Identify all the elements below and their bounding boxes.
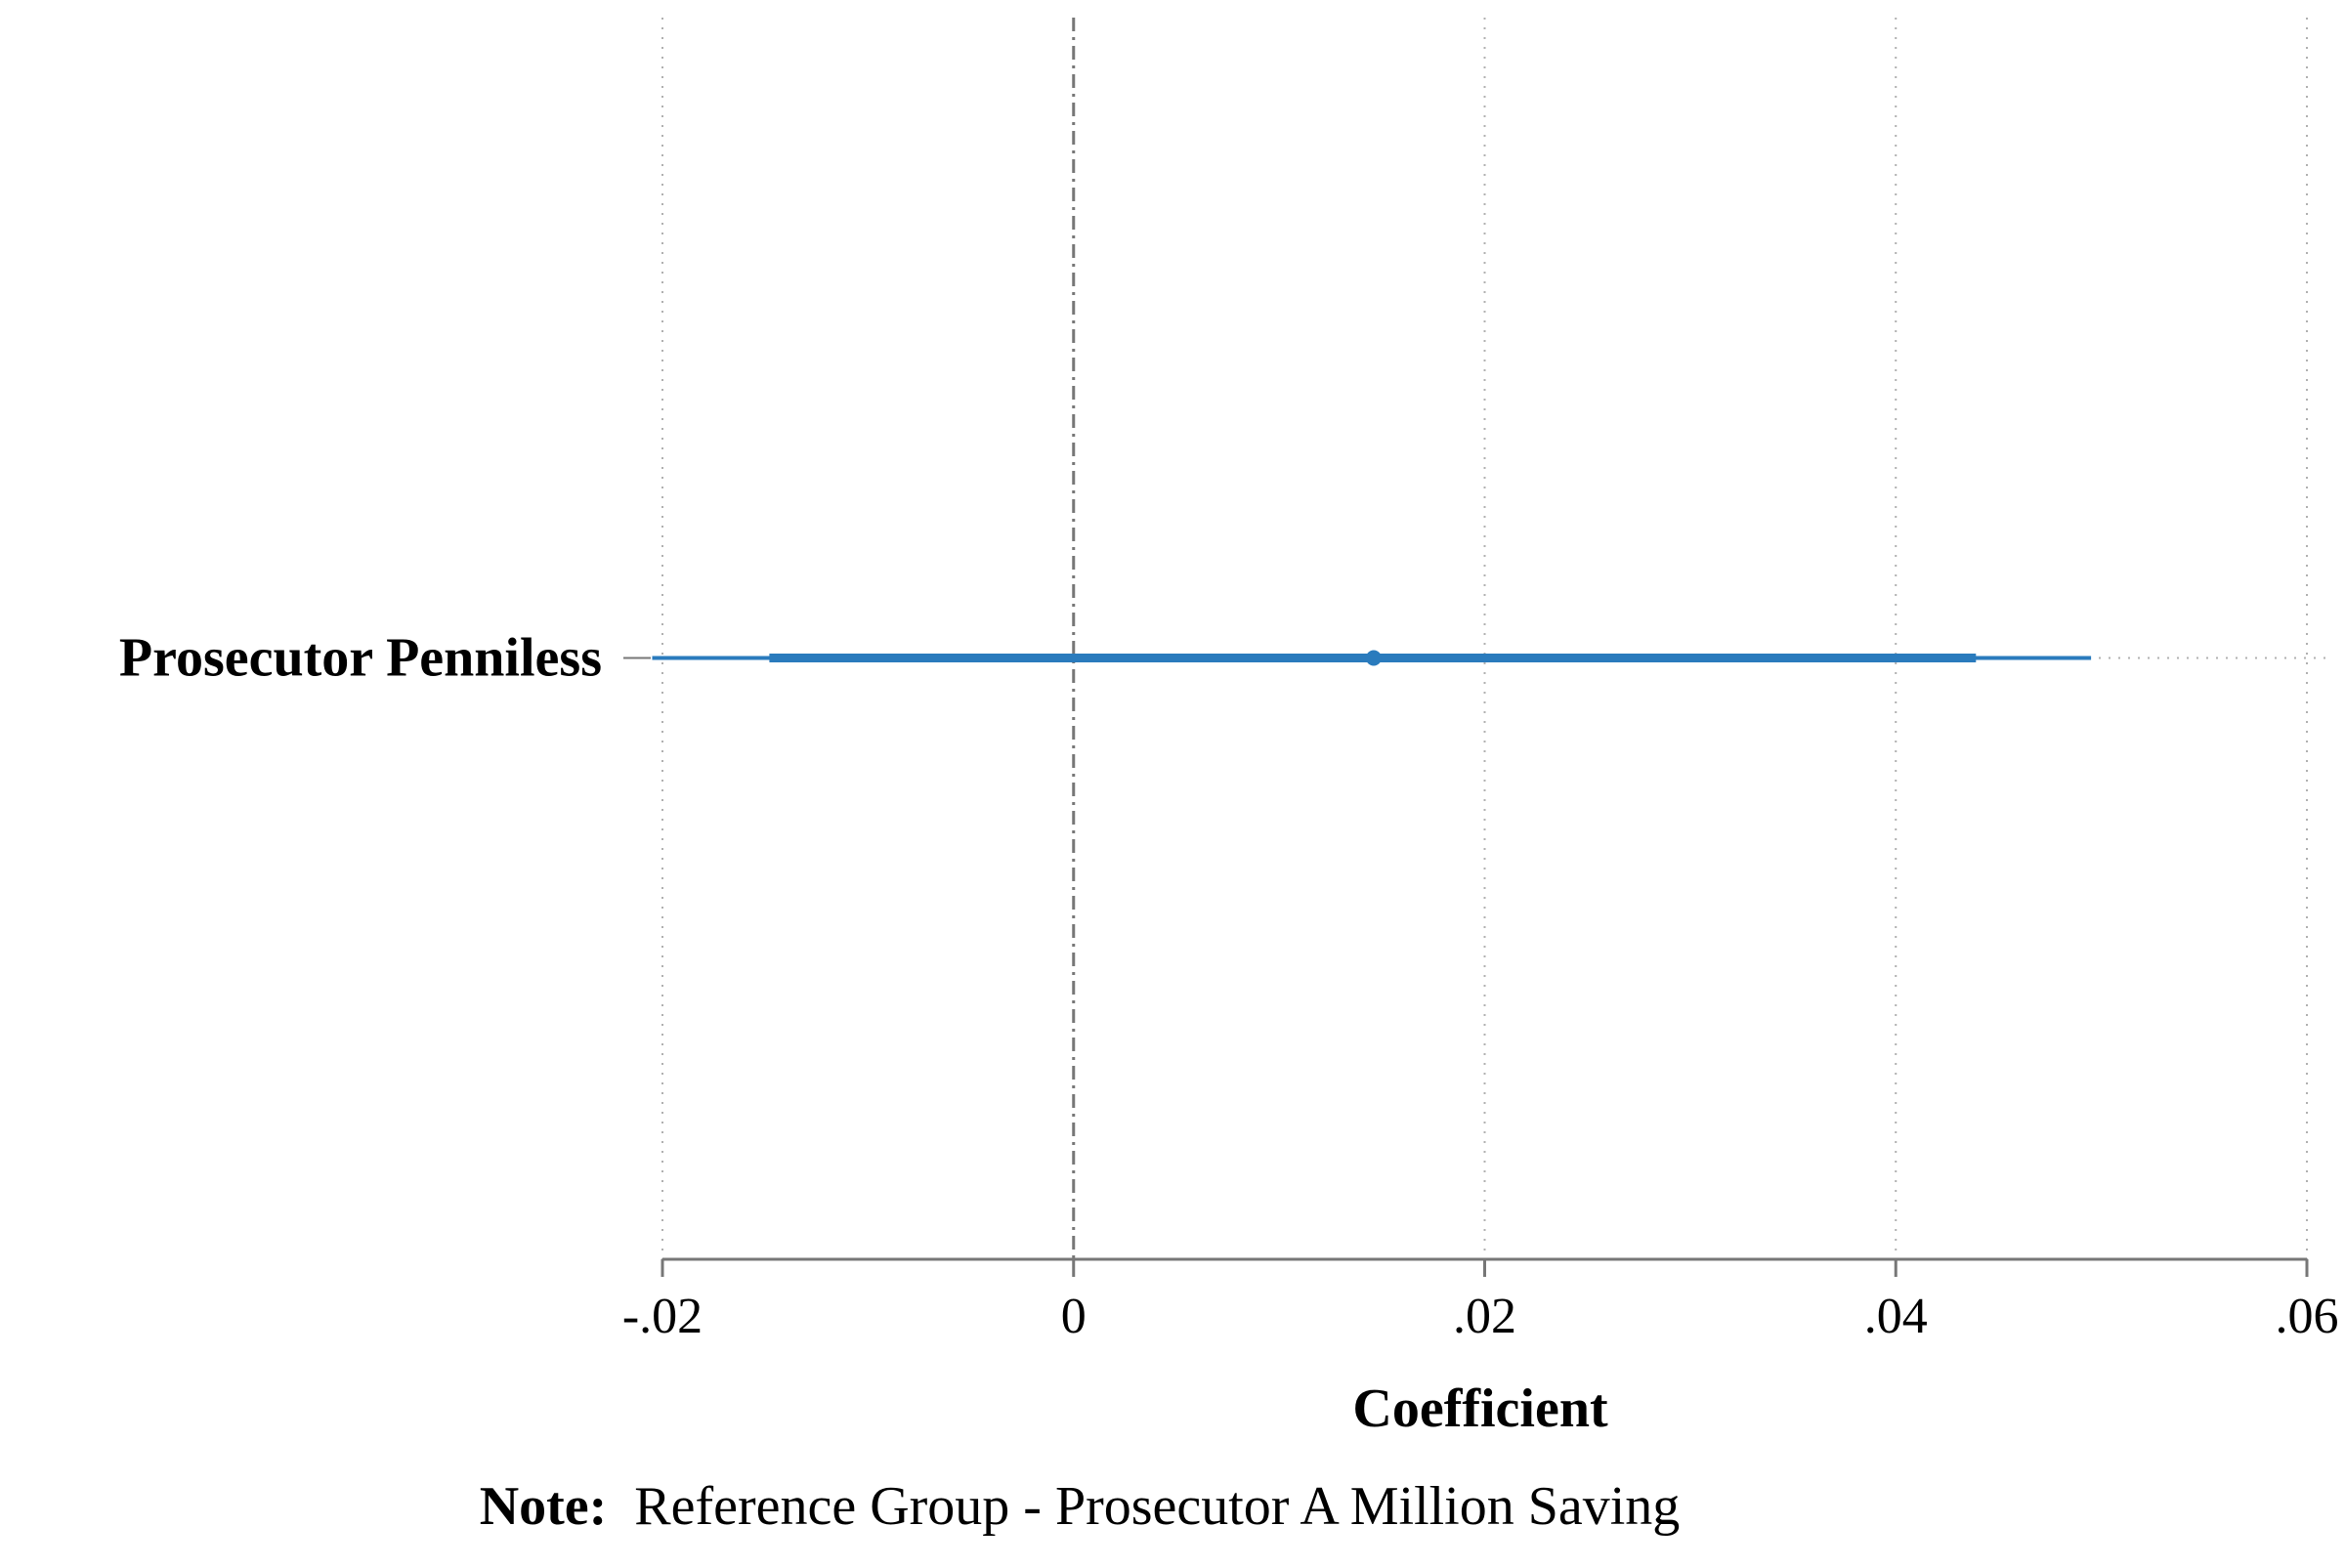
marks-layer <box>652 650 2092 666</box>
x-axis-title: Coefficient <box>1352 1378 1608 1439</box>
point-estimate-0 <box>1365 650 1382 666</box>
chart-note: Note: Reference Group - Prosecutor A Mil… <box>480 1476 1681 1537</box>
labels-layer: Prosecutor Penniless <box>119 628 602 689</box>
x-tick-label-4: .06 <box>2276 1289 2339 1344</box>
category-label-0: Prosecutor Penniless <box>119 628 602 689</box>
note-label: Note: <box>480 1476 608 1537</box>
x-tick-label-0: -.02 <box>622 1289 703 1344</box>
x-tick-label-2: .02 <box>1453 1289 1516 1344</box>
x-tick-label-3: .04 <box>1864 1289 1928 1344</box>
grid-layer <box>653 18 2326 1259</box>
x-axis: -.02 0 .02 .04 .06 <box>622 657 2339 1344</box>
note-text: Reference Group - Prosecutor A Million S… <box>634 1476 1680 1537</box>
x-tick-label-1: 0 <box>1061 1289 1087 1344</box>
